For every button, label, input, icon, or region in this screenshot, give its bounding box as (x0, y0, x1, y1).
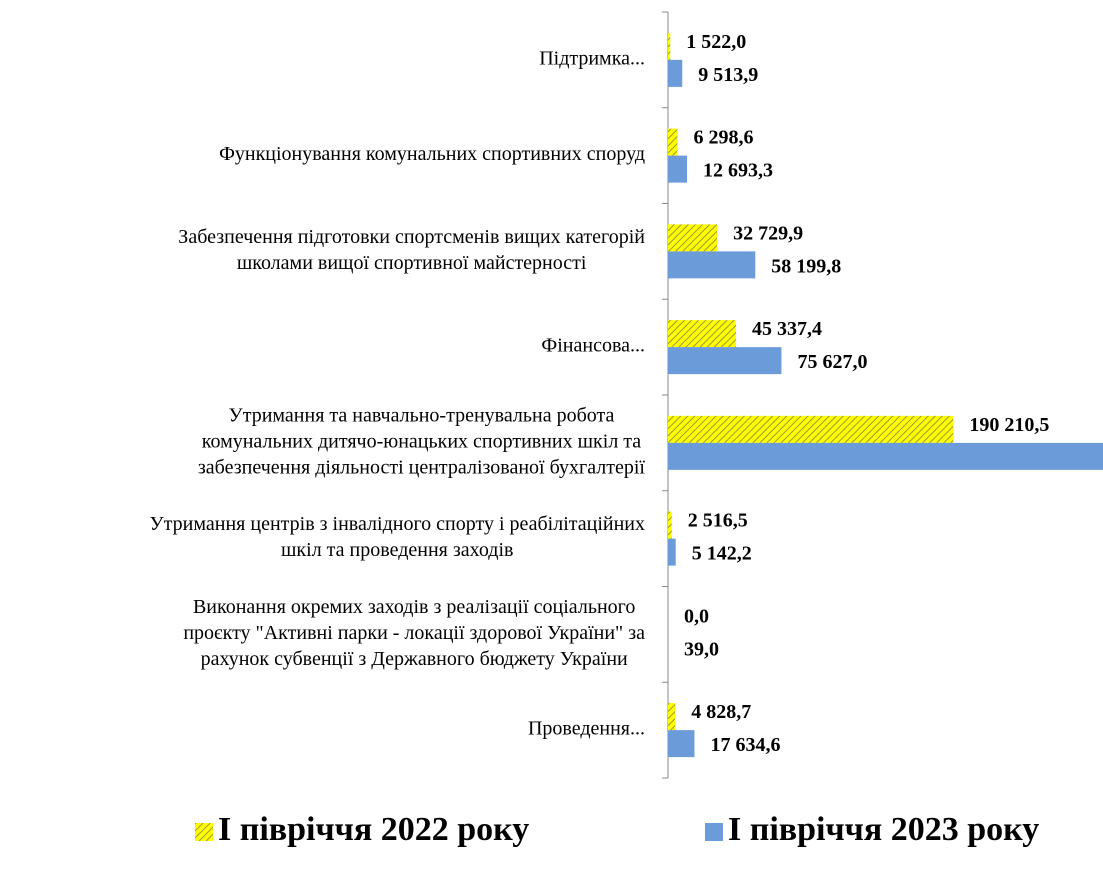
category-label: шкіл та проведення заходів (281, 539, 513, 561)
value-label: 4 828,7 (691, 701, 751, 723)
category-label: школами вищої спортивної майстерності (237, 252, 587, 274)
category-label: Підтримка... (539, 47, 645, 69)
value-label: 2 516,5 (688, 510, 748, 532)
value-label: 75 627,0 (797, 351, 867, 373)
category-label: Фінансова... (541, 335, 645, 357)
category-label: Проведення... (528, 718, 645, 740)
bar (668, 703, 676, 731)
value-label: 32 729,9 (733, 222, 803, 244)
value-label: 12 693,3 (703, 160, 773, 182)
bar (668, 320, 737, 348)
bar (668, 251, 756, 279)
value-label: 190 210,5 (969, 414, 1049, 436)
value-label: 1 522,0 (686, 31, 746, 53)
bar (668, 224, 718, 252)
category-label: Утримання центрів з інвалідного спорту і… (150, 513, 645, 535)
legend-swatch (195, 823, 213, 841)
bar (668, 32, 671, 60)
category-label: Функціонування комунальних спортивних сп… (219, 143, 645, 165)
value-label: 6 298,6 (693, 127, 753, 149)
value-label: 9 513,9 (698, 64, 758, 86)
value-label: 17 634,6 (710, 734, 780, 756)
value-label: 5 142,2 (692, 543, 752, 565)
legend-label: І півріччя 2023 року (728, 811, 1039, 848)
bar (668, 730, 695, 758)
category-label: Утримання та навчально-тренувальна робот… (229, 404, 615, 426)
category-label: комунальних дитячо-юнацьких спортивних ш… (202, 430, 642, 452)
bar (668, 511, 672, 539)
value-label: 0,0 (684, 605, 709, 627)
value-label: 45 337,4 (752, 318, 822, 340)
bar (668, 128, 678, 156)
bar (668, 155, 688, 183)
category-label: забезпечення діяльності централізованої … (198, 456, 646, 478)
value-label: 58 199,8 (771, 255, 841, 277)
legend-swatch (705, 823, 723, 841)
value-label: 39,0 (684, 638, 719, 660)
category-label: рахунок субвенції з Державного бюджету У… (201, 648, 628, 670)
bar (668, 442, 1103, 470)
category-label: Виконання окремих заходів з реалізації с… (193, 596, 635, 618)
bar (668, 415, 954, 443)
legend-label: І півріччя 2022 року (218, 811, 529, 848)
category-label: Забезпечення підготовки спортсменів вищи… (178, 226, 645, 248)
bar (668, 347, 782, 375)
category-label: проєкту "Активні парки - локації здорово… (183, 622, 645, 644)
bar (668, 59, 683, 87)
bar (668, 538, 676, 566)
